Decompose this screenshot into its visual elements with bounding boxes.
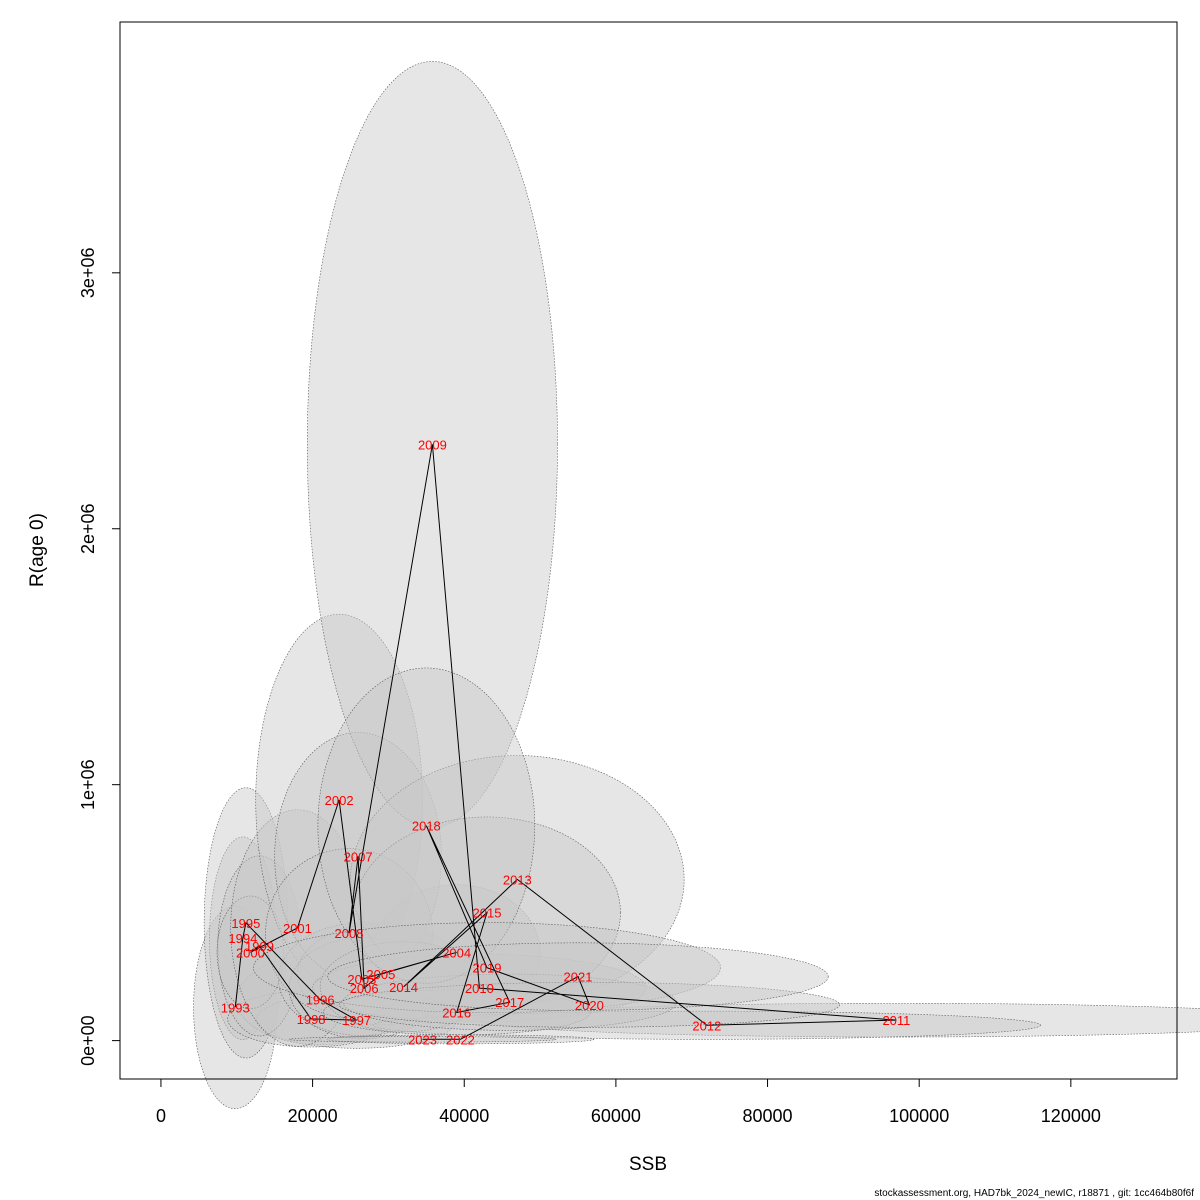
y-tick-label-1: 1e+06 — [78, 759, 98, 810]
year-label-2017: 2017 — [495, 995, 524, 1010]
y-tick-label-3: 3e+06 — [78, 248, 98, 299]
ellipse-2008 — [265, 848, 433, 1018]
y-axis: 0e+00 1e+06 2e+06 3e+06 — [78, 248, 121, 1066]
year-label-2000: 2000 — [236, 945, 265, 960]
year-label-2014: 2014 — [389, 980, 418, 995]
x-tick-label-3: 60000 — [591, 1106, 641, 1126]
y-tick-label-0: 0e+00 — [78, 1015, 98, 1066]
year-label-1997: 1997 — [342, 1013, 371, 1028]
year-label-2015: 2015 — [473, 906, 502, 921]
year-label-2020: 2020 — [575, 998, 604, 1013]
year-label-1994: 1994 — [228, 931, 257, 946]
x-tick-label-4: 80000 — [743, 1106, 793, 1126]
year-label-2016: 2016 — [442, 1005, 471, 1020]
trajectory-line — [234, 444, 897, 1040]
x-axis: 0 20000 40000 60000 80000 100000 120000 — [156, 1078, 1101, 1126]
year-label-2009: 2009 — [418, 437, 447, 452]
year-label-1998: 1998 — [297, 1012, 326, 1027]
year-label-2001: 2001 — [283, 921, 312, 936]
footer-credit: stockassessment.org, HAD7bk_2024_newIC, … — [874, 1188, 1194, 1199]
year-label-2019: 2019 — [473, 961, 502, 976]
ellipse-1993 — [193, 905, 278, 1109]
x-axis-title: SSB — [629, 1154, 667, 1175]
year-label-1996: 1996 — [306, 993, 335, 1008]
year-label-2023: 2023 — [408, 1032, 437, 1047]
year-label-2021: 2021 — [564, 970, 593, 985]
year-label-2005: 2005 — [366, 967, 395, 982]
year-label-2022: 2022 — [446, 1032, 475, 1047]
x-tick-label-0: 0 — [156, 1106, 166, 1126]
year-label-2018: 2018 — [412, 819, 441, 834]
year-label-2004: 2004 — [442, 945, 471, 960]
year-label-2008: 2008 — [335, 926, 364, 941]
year-label-2006: 2006 — [350, 981, 379, 996]
x-tick-label-5: 100000 — [889, 1106, 949, 1126]
year-label-2007: 2007 — [344, 849, 373, 864]
year-label-1993: 1993 — [221, 1000, 250, 1015]
x-tick-label-1: 20000 — [288, 1106, 338, 1126]
trajectory-polyline — [234, 444, 897, 1040]
confidence-ellipses — [193, 61, 1200, 1109]
x-tick-label-2: 40000 — [439, 1106, 489, 1126]
y-tick-label-2: 2e+06 — [78, 503, 98, 554]
year-label-2002: 2002 — [325, 793, 354, 808]
x-tick-label-6: 120000 — [1041, 1106, 1101, 1126]
year-label-1995: 1995 — [231, 916, 260, 931]
year-label-2003: 2003 — [347, 972, 376, 987]
year-label-2013: 2013 — [503, 872, 532, 887]
y-axis-title: R(age 0) — [27, 513, 48, 587]
year-label-2012: 2012 — [692, 1018, 721, 1033]
year-label-2010: 2010 — [465, 981, 494, 996]
year-label-2011: 2011 — [882, 1013, 910, 1028]
year-label-1999: 1999 — [245, 939, 274, 954]
